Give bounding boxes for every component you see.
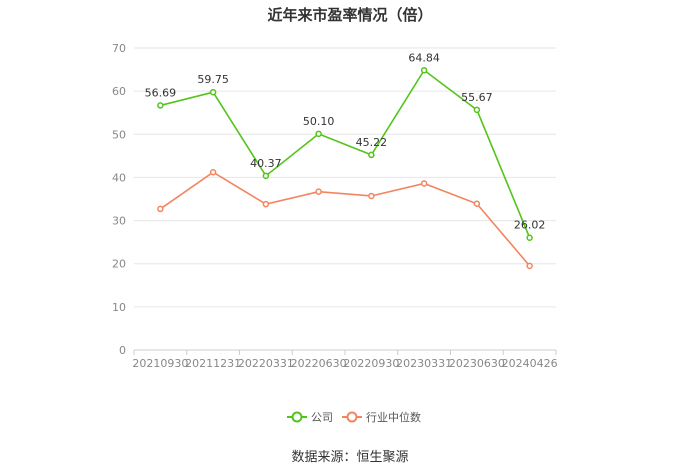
y-tick-label: 70 [112, 42, 126, 55]
x-tick-label: 20240426 [502, 357, 558, 370]
y-tick-label: 40 [112, 171, 126, 184]
data-label: 55.67 [461, 91, 493, 104]
y-tick-label: 60 [112, 85, 126, 98]
x-tick-label: 20210930 [132, 357, 188, 370]
data-point [368, 192, 375, 200]
data-point [315, 188, 322, 195]
y-tick-label: 50 [112, 128, 126, 141]
x-tick-label: 20220630 [291, 357, 347, 370]
series-line [159, 171, 531, 267]
legend-label: 行业中位数 [366, 410, 421, 424]
chart-title: 近年来市盈率情况（倍） [267, 6, 433, 24]
legend: 公司 行业中位数 [287, 410, 421, 424]
data-point [315, 130, 322, 138]
data-point [262, 172, 270, 180]
x-tick-label: 20230630 [449, 357, 505, 370]
data-point [262, 200, 270, 208]
x-tick-label: 20211231 [185, 357, 241, 370]
x-tick-label: 20220930 [343, 357, 399, 370]
y-tick-label: 10 [112, 301, 126, 314]
data-point [157, 205, 164, 213]
data-point [209, 88, 217, 96]
data-point [473, 200, 481, 207]
y-tick-label: 0 [119, 344, 126, 357]
data-label: 56.69 [145, 86, 177, 99]
legend-label: 公司 [311, 411, 333, 424]
y-tick-label: 30 [112, 215, 126, 228]
legend-marker [291, 411, 303, 423]
data-label: 26.02 [514, 219, 546, 232]
data-label: 59.75 [197, 73, 229, 86]
data-label: 45.22 [356, 136, 388, 149]
data-point [368, 151, 375, 159]
data-label: 64.84 [408, 51, 440, 64]
data-label: 50.10 [303, 115, 335, 128]
legend-marker [346, 411, 358, 423]
series-line [160, 69, 531, 239]
data-point [420, 67, 428, 74]
data-point [157, 102, 164, 109]
data-point [209, 169, 217, 176]
y-tick-label: 20 [112, 258, 126, 271]
data-point [473, 106, 481, 114]
data-point [526, 234, 533, 241]
data-source: 数据来源：恒生聚源 [291, 450, 409, 465]
x-tick-label: 20220331 [238, 357, 294, 370]
data-point [420, 180, 428, 187]
data-point [526, 262, 533, 270]
x-tick-label: 20230331 [396, 357, 452, 370]
data-label: 40.37 [250, 157, 282, 170]
